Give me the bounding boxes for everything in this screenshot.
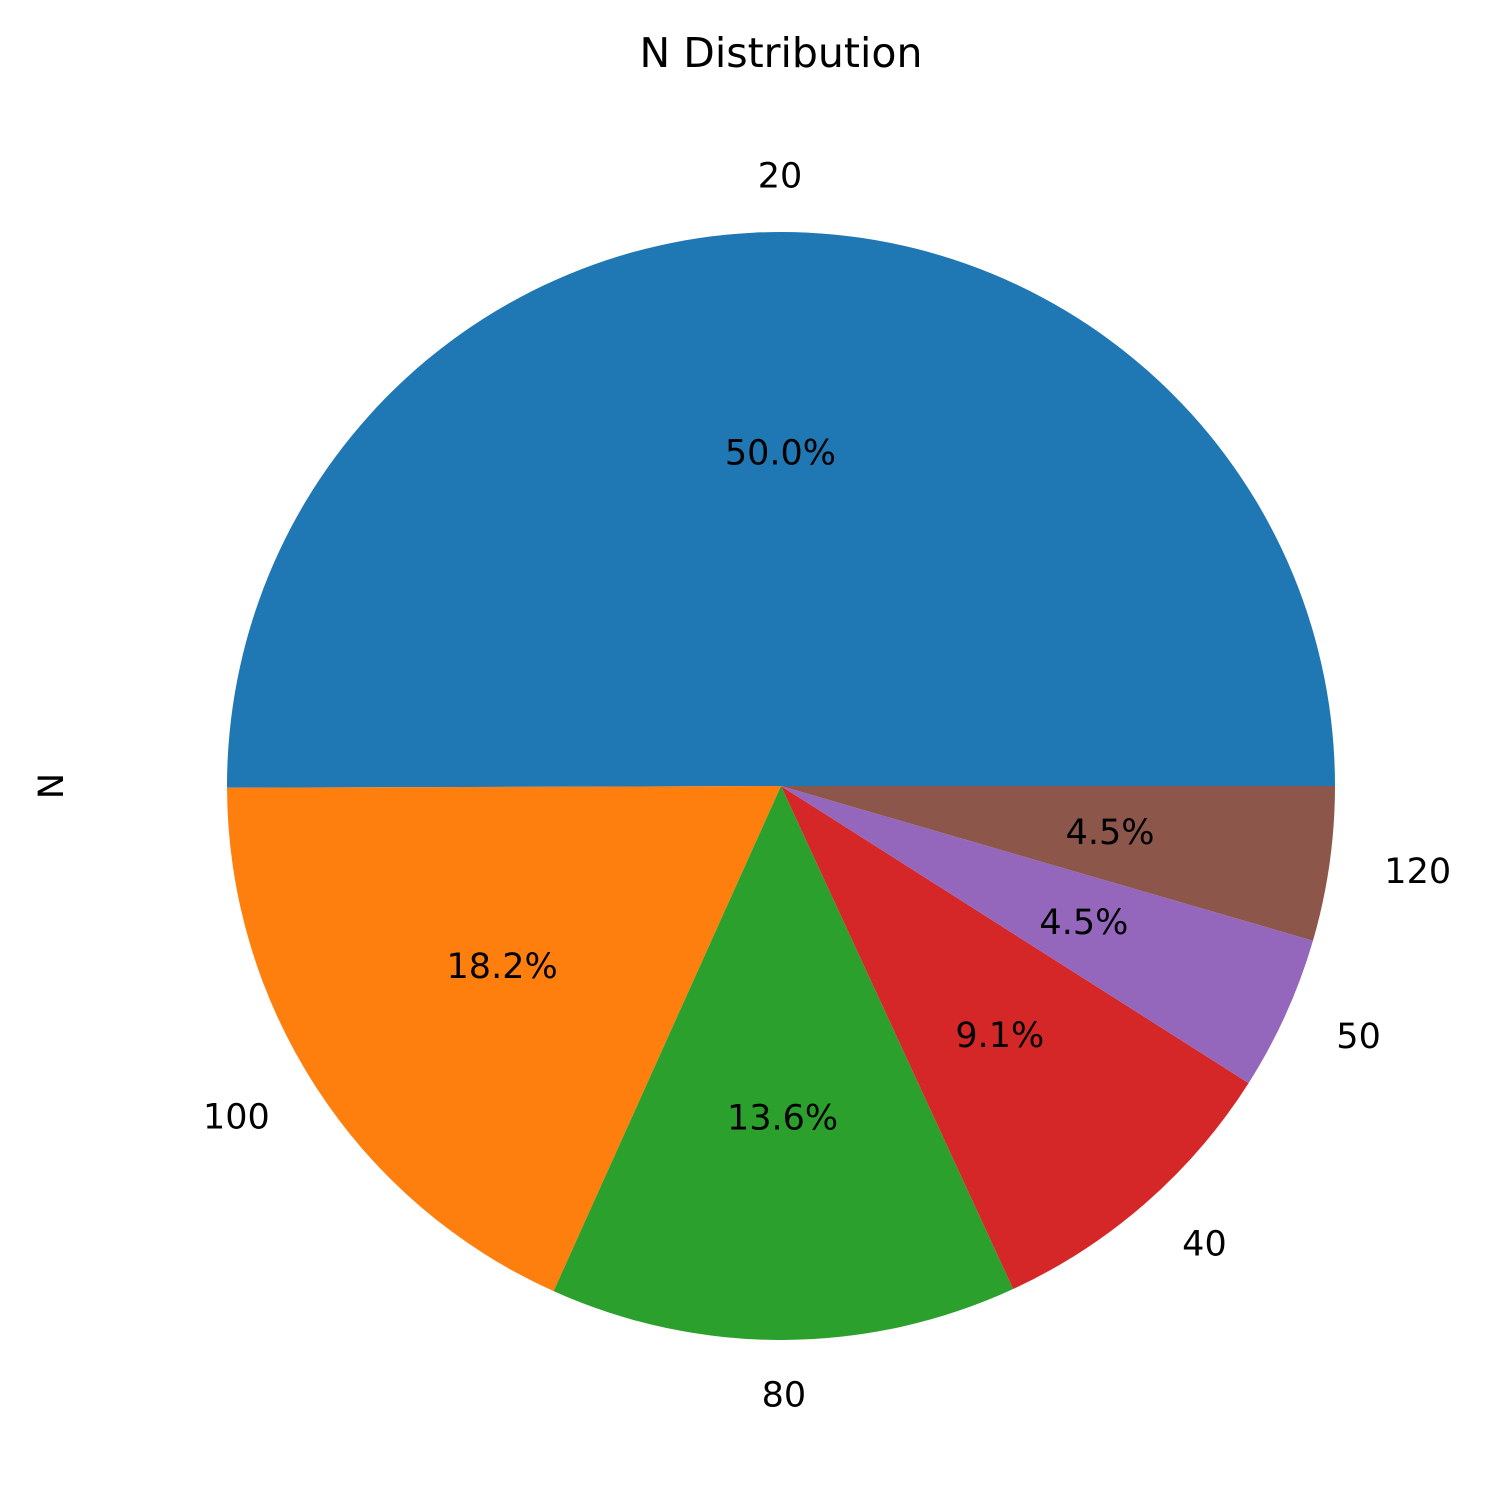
slice-label-20: 20 <box>758 157 803 197</box>
pie-slice-50 <box>781 786 1313 1084</box>
pie-slice-80 <box>553 786 1014 1340</box>
slice-pct-label-50: 4.5% <box>1039 903 1128 943</box>
slice-pct-label-20: 50.0% <box>725 434 836 474</box>
slice-label-100: 100 <box>203 1098 270 1138</box>
slice-pct-label-100: 18.2% <box>447 947 558 987</box>
pie-labels: 20 50.0% 100 18.2% 80 13.6% 40 9.1% 50 4.5% 120 4.5… <box>203 157 1451 1416</box>
y-axis-label: N <box>32 773 72 799</box>
slice-label-80: 80 <box>762 1375 807 1415</box>
slice-label-50: 50 <box>1336 1017 1381 1057</box>
pie-slice-40 <box>781 786 1249 1290</box>
pie-slices <box>227 231 1336 1340</box>
slice-pct-label-40: 9.1% <box>955 1016 1044 1056</box>
chart-title: N Distribution <box>640 29 923 77</box>
pie-slice-20 <box>227 231 1336 788</box>
slice-label-120: 120 <box>1384 852 1451 892</box>
slice-pct-label-120: 4.5% <box>1066 813 1155 853</box>
pie-slice-100 <box>227 786 781 1292</box>
pie-slice-120 <box>781 786 1335 941</box>
slice-label-40: 40 <box>1182 1225 1227 1265</box>
slice-pct-label-80: 13.6% <box>727 1098 838 1138</box>
